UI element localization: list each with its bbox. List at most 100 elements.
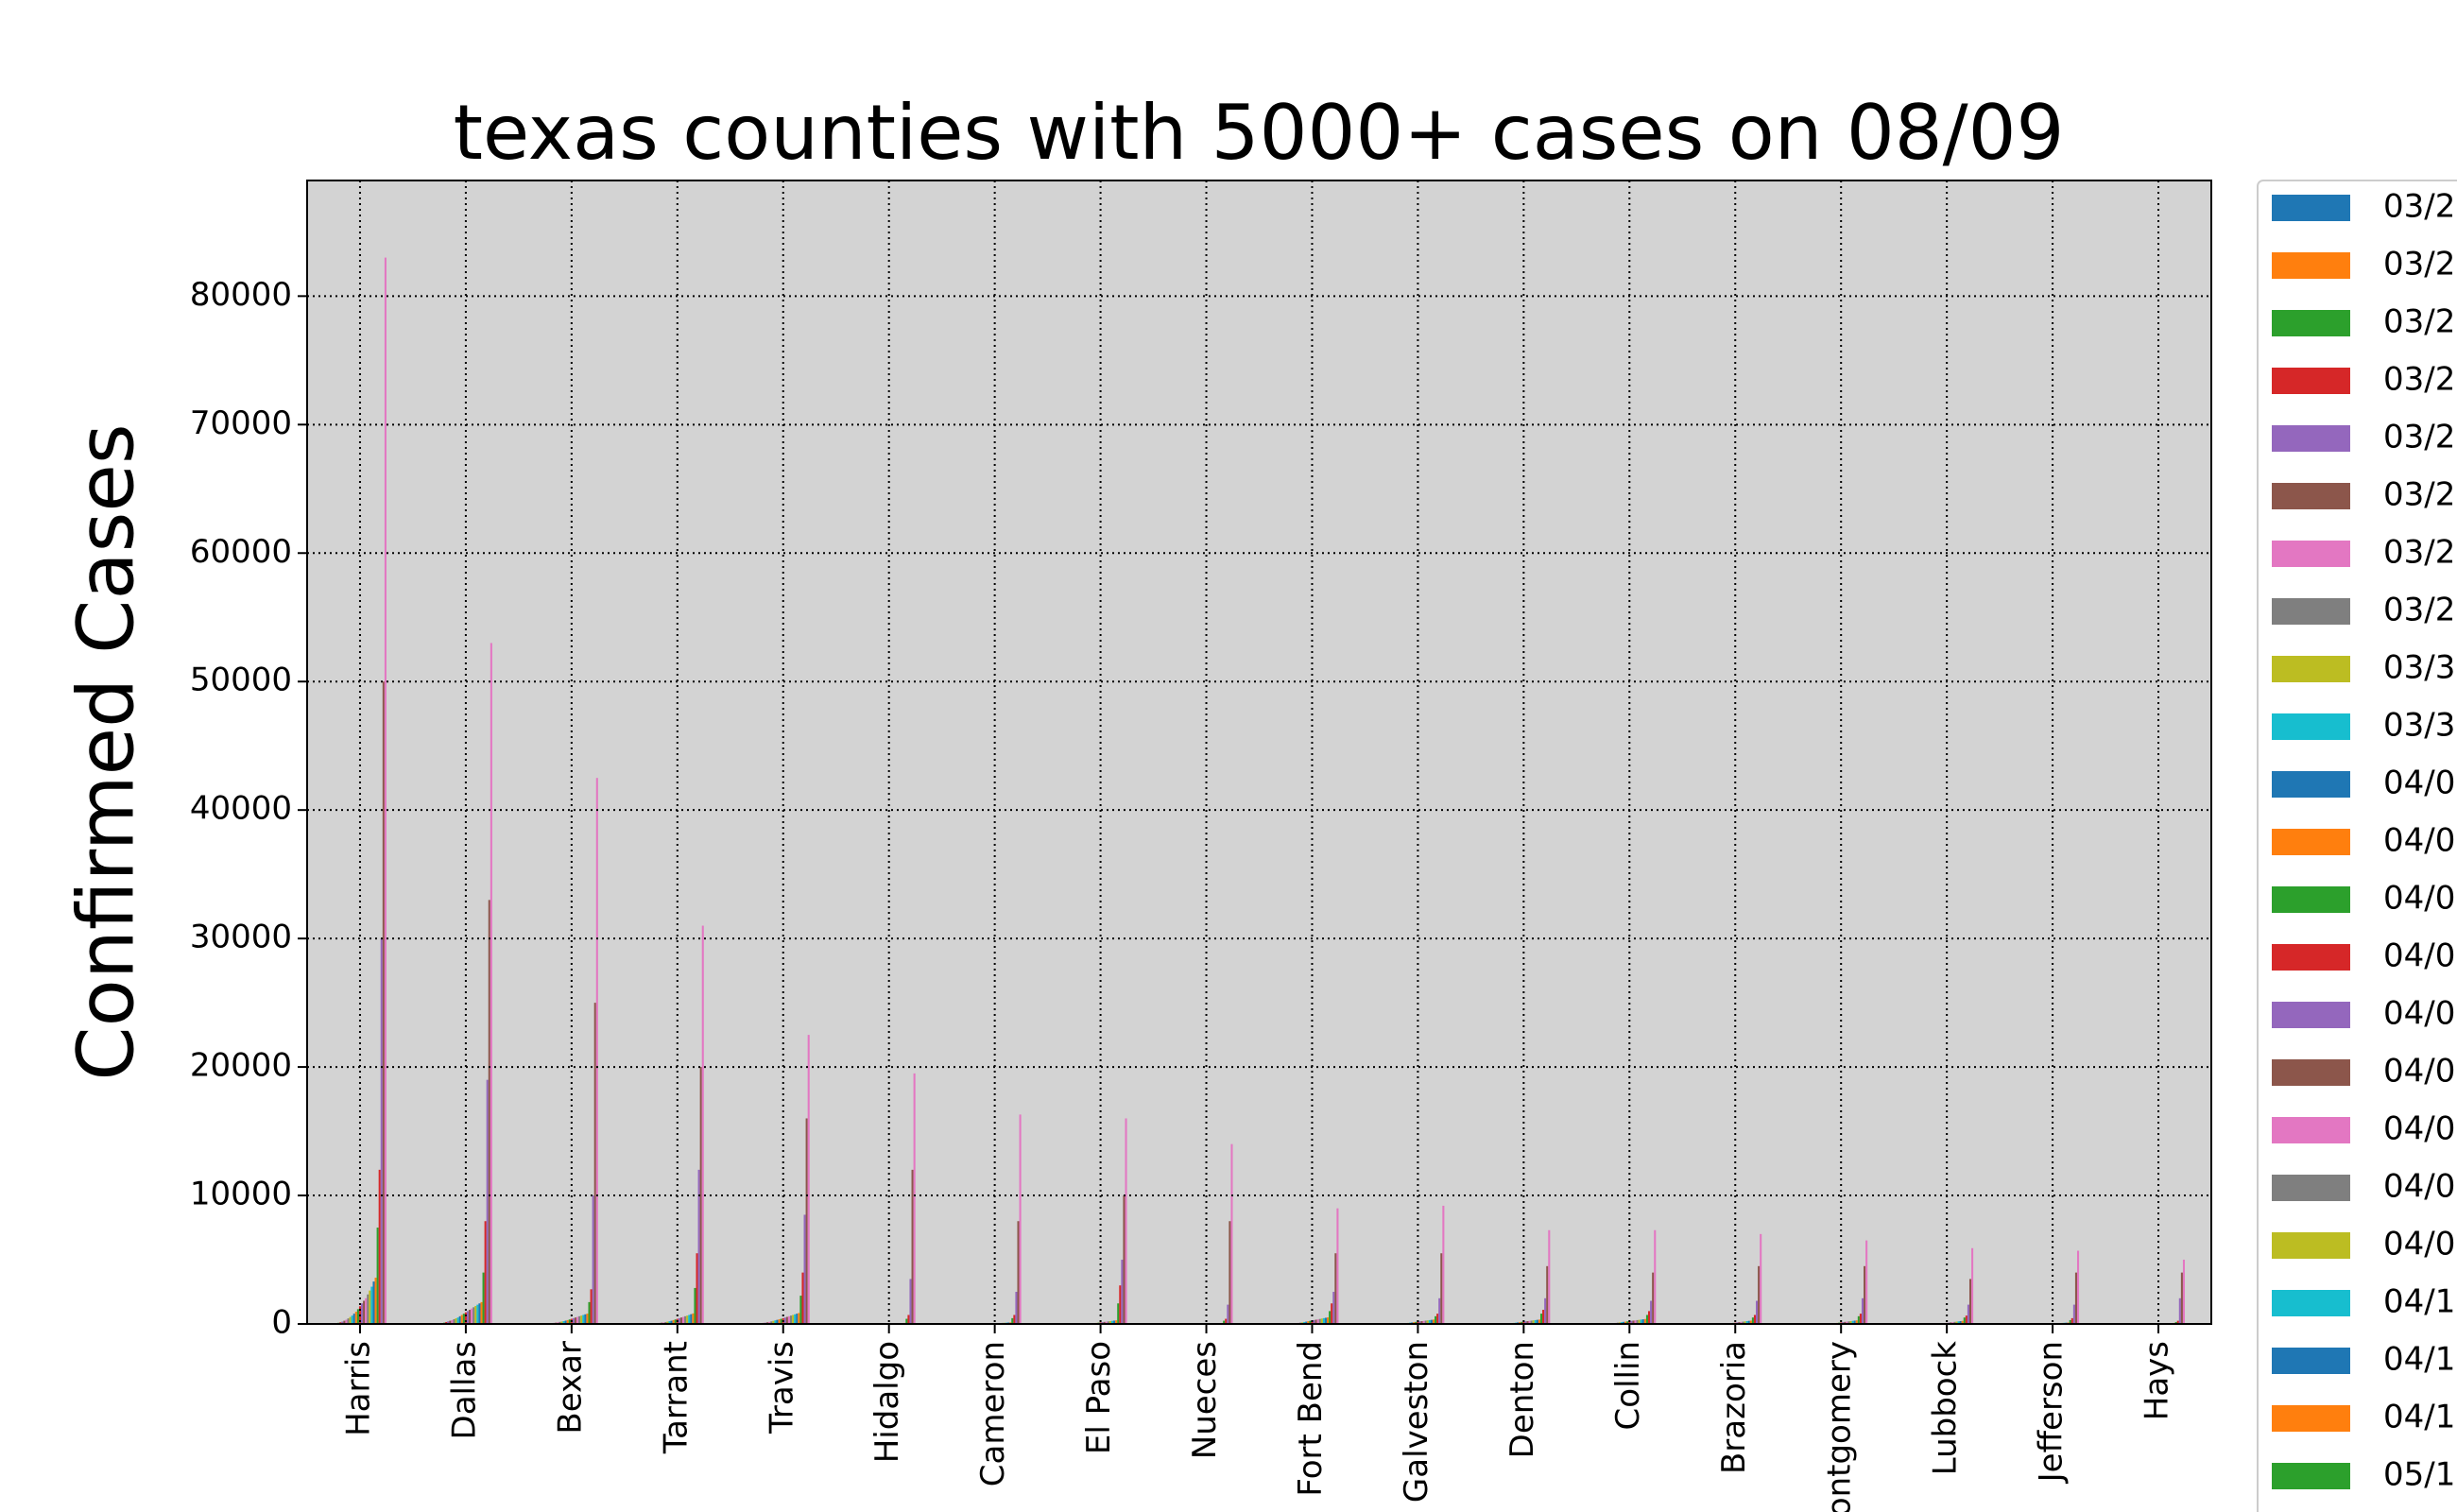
bar	[486, 1079, 489, 1324]
bar	[590, 1289, 593, 1324]
bar	[1110, 1320, 1114, 1324]
bar	[1539, 1314, 1543, 1324]
bar	[1855, 1320, 1858, 1324]
x-tick-label: Nueces	[1186, 1341, 1224, 1459]
bar	[1307, 1321, 1310, 1324]
bar	[805, 1118, 808, 1324]
bar	[911, 1169, 914, 1324]
bar	[447, 1321, 450, 1324]
legend-label: 04/01	[2383, 765, 2457, 802]
bar	[588, 1301, 591, 1324]
bar	[1640, 1319, 1642, 1324]
bar	[686, 1315, 689, 1324]
bar	[472, 1307, 475, 1324]
bar	[1760, 1233, 1762, 1324]
bar	[907, 1314, 910, 1324]
bar	[484, 1221, 487, 1324]
bar	[1744, 1321, 1746, 1324]
bar	[478, 1303, 481, 1324]
legend-swatch	[2272, 1405, 2350, 1432]
bar	[1624, 1321, 1627, 1324]
bar	[474, 1305, 477, 1324]
bar	[1309, 1320, 1312, 1324]
x-tick-label: Denton	[1503, 1341, 1541, 1458]
bar	[696, 1253, 698, 1324]
legend-swatch	[2272, 598, 2350, 625]
legend-label: 03/24	[2383, 303, 2457, 341]
bar	[482, 1272, 485, 1324]
bar	[378, 1169, 381, 1324]
bar	[560, 1321, 563, 1324]
bar	[574, 1317, 577, 1324]
bar	[449, 1320, 452, 1324]
bar	[1968, 1279, 1972, 1324]
bar	[471, 1308, 473, 1324]
legend-label: 03/22	[2383, 188, 2457, 226]
bar	[369, 1290, 371, 1324]
legend-label: 03/26	[2383, 419, 2457, 456]
legend-swatch	[2272, 195, 2350, 221]
legend-swatch	[2272, 944, 2350, 971]
legend-label: 03/29	[2383, 592, 2457, 629]
bar	[586, 1314, 589, 1324]
x-tick-label: Bexar	[551, 1341, 589, 1435]
bar	[796, 1314, 799, 1324]
bar	[1113, 1320, 1116, 1324]
legend-swatch	[2272, 656, 2350, 682]
bar	[354, 1312, 357, 1324]
x-tick-label: Brazoria	[1715, 1341, 1753, 1474]
bar	[1953, 1321, 1956, 1324]
bar	[1963, 1317, 1966, 1324]
bar	[455, 1318, 457, 1324]
y-axis-label: Confirmed Cases	[61, 423, 151, 1080]
legend-label: 04/12	[2383, 1399, 2457, 1436]
bar	[2070, 1317, 2073, 1324]
bar	[1424, 1320, 1427, 1324]
legend-swatch	[2272, 771, 2350, 798]
bar	[1528, 1320, 1531, 1324]
bar	[1742, 1321, 1744, 1324]
bar	[1225, 1318, 1228, 1324]
bar	[1415, 1321, 1418, 1324]
bar	[1530, 1320, 1533, 1324]
bar	[349, 1316, 352, 1324]
bar	[1105, 1321, 1108, 1324]
x-tick-label: Dallas	[445, 1341, 483, 1439]
bar	[799, 1296, 802, 1324]
bar	[453, 1318, 455, 1324]
y-tick-label: 30000	[190, 919, 292, 956]
bar	[1426, 1320, 1429, 1324]
bar	[776, 1319, 779, 1324]
legend-swatch	[2272, 1002, 2350, 1028]
grid	[307, 180, 2211, 1325]
bar	[1019, 1114, 1022, 1324]
bar	[1322, 1317, 1325, 1324]
bar	[905, 1318, 908, 1324]
bar	[356, 1309, 359, 1324]
bar	[361, 1303, 364, 1324]
x-tick-label: Cameron	[974, 1341, 1012, 1486]
bar	[347, 1318, 350, 1324]
legend-label: 03/28	[2383, 534, 2457, 572]
bar	[476, 1304, 479, 1324]
bar	[2174, 1321, 2177, 1324]
bar	[792, 1314, 795, 1324]
bar	[1422, 1320, 1425, 1324]
bar	[1320, 1318, 1323, 1324]
bar	[1522, 1321, 1525, 1324]
bar	[1436, 1314, 1439, 1324]
x-tick-label: Fort Bend	[1292, 1341, 1330, 1497]
bar	[1847, 1321, 1850, 1324]
bar	[772, 1320, 775, 1324]
bar	[798, 1313, 800, 1324]
bar	[580, 1315, 583, 1324]
bar	[1630, 1320, 1633, 1324]
bar	[670, 1320, 673, 1324]
bar	[1327, 1317, 1330, 1324]
legend-label: 03/23	[2383, 246, 2457, 284]
bar	[1534, 1319, 1537, 1324]
bar	[1430, 1319, 1433, 1324]
bar	[343, 1320, 346, 1324]
bar	[584, 1314, 587, 1324]
x-tick-label: Harris	[339, 1341, 377, 1436]
